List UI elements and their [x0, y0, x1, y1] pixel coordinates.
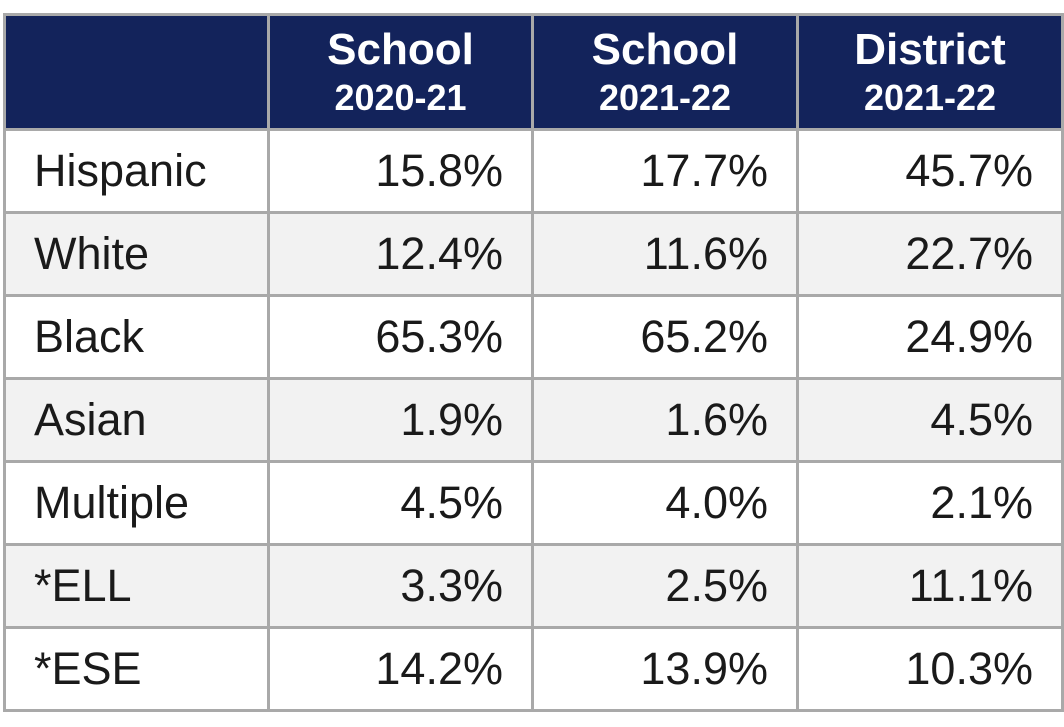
value-cell: 4.5% [267, 460, 534, 546]
value-cell: 10.3% [796, 626, 1064, 712]
value-cell: 3.3% [267, 543, 534, 629]
value-cell: 2.5% [531, 543, 799, 629]
header-year: 2020-21 [334, 77, 467, 119]
value-cell: 13.9% [531, 626, 799, 712]
table-row: *ESE 14.2% 13.9% 10.3% [3, 626, 1064, 712]
demographics-table: School 2020-21 School 2021-22 District 2021-2… [3, 13, 1064, 712]
value-cell: 65.3% [267, 294, 534, 380]
header-cell: School 2020-21 [267, 13, 534, 131]
table-row: Asian 1.9% 1.6% 4.5% [3, 377, 1064, 463]
table-row: Black 65.3% 65.2% 24.9% [3, 294, 1064, 380]
value-cell: 17.7% [531, 128, 799, 214]
row-label: *ESE [3, 626, 270, 712]
header-cell: School 2021-22 [531, 13, 799, 131]
value-cell: 65.2% [531, 294, 799, 380]
value-cell: 12.4% [267, 211, 534, 297]
value-cell: 22.7% [796, 211, 1064, 297]
header-row: School 2020-21 School 2021-22 District 2021-2… [3, 13, 1064, 131]
value-cell: 24.9% [796, 294, 1064, 380]
row-label: Black [3, 294, 270, 380]
value-cell: 4.5% [796, 377, 1064, 463]
row-label: White [3, 211, 270, 297]
table-row: White 12.4% 11.6% 22.7% [3, 211, 1064, 297]
row-label: Asian [3, 377, 270, 463]
value-cell: 4.0% [531, 460, 799, 546]
value-cell: 11.1% [796, 543, 1064, 629]
value-cell: 1.9% [267, 377, 534, 463]
header-corner [3, 13, 270, 131]
value-cell: 14.2% [267, 626, 534, 712]
header-title: District [854, 25, 1006, 74]
table-row: *ELL 3.3% 2.5% 11.1% [3, 543, 1064, 629]
value-cell: 1.6% [531, 377, 799, 463]
value-cell: 2.1% [796, 460, 1064, 546]
value-cell: 15.8% [267, 128, 534, 214]
row-label: Hispanic [3, 128, 270, 214]
value-cell: 11.6% [531, 211, 799, 297]
table-row: Multiple 4.5% 4.0% 2.1% [3, 460, 1064, 546]
row-label: *ELL [3, 543, 270, 629]
row-label: Multiple [3, 460, 270, 546]
table-row: Hispanic 15.8% 17.7% 45.7% [3, 128, 1064, 214]
header-year: 2021-22 [598, 77, 732, 119]
header-year: 2021-22 [863, 77, 997, 119]
header-title: School [591, 25, 739, 74]
header-title: School [327, 25, 474, 74]
value-cell: 45.7% [796, 128, 1064, 214]
header-cell: District 2021-22 [796, 13, 1064, 131]
